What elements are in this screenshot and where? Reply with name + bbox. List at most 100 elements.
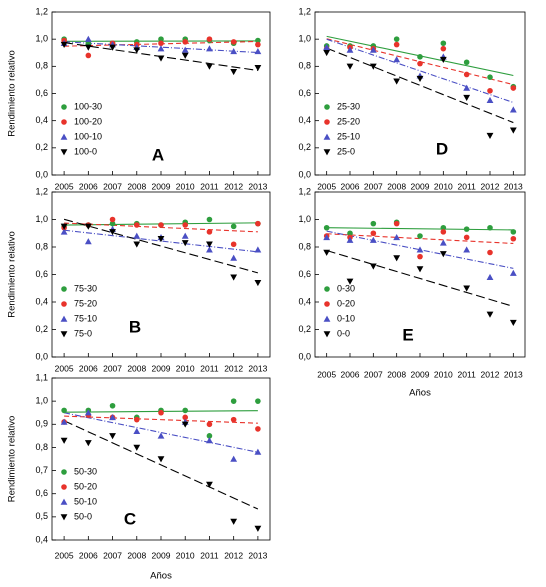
legend-label: 0-0: [337, 328, 350, 338]
point: [510, 235, 517, 242]
x-tick-label: 2006: [341, 181, 360, 191]
point: [230, 254, 238, 261]
point: [463, 285, 471, 292]
x-tick-label: 2008: [387, 369, 406, 379]
point: [206, 433, 213, 439]
point: [109, 402, 116, 409]
point: [255, 41, 261, 48]
y-tick-label: 1,2: [35, 6, 48, 16]
point: [393, 255, 401, 262]
point: [369, 236, 377, 243]
y-tick-label: 0,8: [298, 61, 311, 71]
point: [486, 132, 494, 140]
point: [182, 39, 189, 45]
x-tick-label: 2013: [248, 550, 267, 560]
point: [486, 96, 494, 104]
legend-label: 25-10: [337, 131, 360, 141]
y-tick-label: 0,4: [35, 296, 48, 306]
point: [393, 41, 400, 48]
point: [369, 63, 377, 70]
y-tick-label: 1,0: [35, 214, 48, 224]
x-tick-label: 2008: [127, 363, 146, 373]
y-tick-label: 0,2: [35, 324, 48, 334]
trend-line: [326, 47, 514, 124]
point: [255, 398, 261, 404]
legend-marker: [324, 286, 330, 292]
legend-label: 0-20: [337, 298, 355, 308]
point: [60, 437, 68, 444]
legend-label: 0-10: [337, 313, 355, 323]
y-tick-label: 0,6: [35, 269, 48, 279]
point: [60, 418, 68, 425]
point: [510, 229, 517, 235]
legend-marker: [61, 119, 67, 125]
y-tick-label: 0,4: [35, 115, 48, 125]
point: [369, 46, 377, 53]
point: [230, 518, 238, 525]
panel-letter: D: [436, 139, 448, 158]
x-tick-label: 2013: [504, 369, 523, 379]
trend-line: [326, 233, 514, 245]
point: [255, 426, 261, 432]
x-tick-label: 2005: [317, 369, 336, 379]
legend-marker: [61, 301, 67, 307]
y-tick-label: 0,0: [298, 351, 311, 361]
x-tick-label: 2009: [152, 181, 171, 191]
x-tick-label: 2007: [103, 181, 122, 191]
point: [84, 440, 92, 447]
x-tick-label: 2007: [103, 550, 122, 560]
point: [509, 269, 517, 276]
point: [486, 311, 494, 318]
point: [440, 224, 447, 231]
x-tick-label: 2005: [55, 550, 74, 560]
point: [487, 249, 493, 256]
legend-marker: [323, 149, 331, 156]
y-tick-label: 1,1: [35, 372, 48, 382]
point: [487, 224, 493, 231]
legend-marker: [60, 149, 68, 156]
x-tick-label: 2005: [317, 181, 336, 191]
y-tick-label: 0,6: [298, 269, 311, 279]
point: [133, 47, 141, 54]
x-axis-label: Años: [409, 388, 431, 399]
point: [84, 44, 92, 51]
point: [157, 45, 165, 52]
y-tick-label: 0,8: [35, 442, 48, 452]
y-tick-label: 0,5: [35, 511, 48, 521]
legend-label: 50-10: [74, 496, 97, 506]
x-tick-label: 2006: [341, 369, 360, 379]
point: [206, 421, 213, 428]
point: [416, 75, 424, 82]
point: [416, 266, 424, 273]
point: [486, 273, 494, 280]
point: [181, 52, 189, 59]
point: [230, 455, 238, 462]
x-tick-label: 2010: [176, 550, 195, 560]
point: [158, 36, 164, 42]
point: [206, 36, 213, 42]
point: [84, 223, 92, 230]
point: [206, 216, 213, 223]
point: [509, 319, 517, 327]
legend-marker: [324, 104, 330, 110]
x-tick-label: 2008: [387, 181, 406, 191]
legend-marker: [61, 484, 67, 490]
legend-label: 25-30: [337, 101, 360, 111]
point: [60, 41, 68, 48]
point: [230, 39, 237, 45]
point: [181, 46, 189, 53]
point: [347, 230, 353, 237]
trend-line: [326, 249, 514, 307]
point: [393, 220, 400, 227]
point: [109, 44, 116, 51]
point: [181, 421, 189, 428]
point: [158, 222, 164, 228]
trend-line: [326, 230, 514, 269]
point: [84, 238, 92, 245]
legend-label: 100-20: [74, 116, 102, 126]
point: [254, 448, 262, 455]
legend-label: 0-30: [337, 283, 355, 293]
legend-marker: [323, 133, 331, 140]
x-tick-label: 2011: [200, 363, 219, 373]
point: [463, 226, 470, 232]
